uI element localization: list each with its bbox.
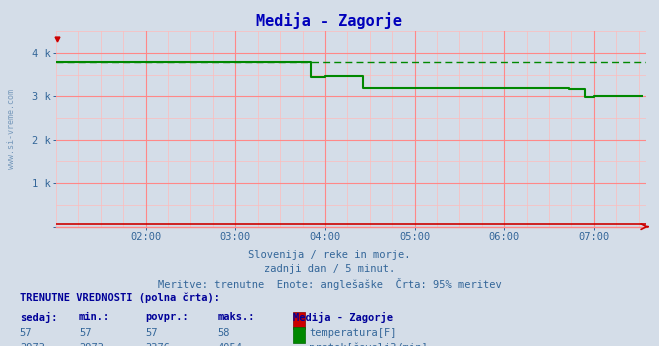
Text: sedaj:: sedaj: <box>20 312 57 323</box>
Text: pretok[čevelj3/min]: pretok[čevelj3/min] <box>309 343 428 346</box>
Text: 57: 57 <box>145 328 158 338</box>
Text: 58: 58 <box>217 328 230 338</box>
Text: www.si-vreme.com: www.si-vreme.com <box>7 89 16 169</box>
Text: 4054: 4054 <box>217 343 243 346</box>
Text: 2973: 2973 <box>79 343 104 346</box>
Text: Slovenija / reke in morje.: Slovenija / reke in morje. <box>248 250 411 260</box>
Text: 57: 57 <box>79 328 92 338</box>
Text: povpr.:: povpr.: <box>145 312 188 322</box>
Text: 57: 57 <box>20 328 32 338</box>
Text: maks.:: maks.: <box>217 312 255 322</box>
Text: 3376: 3376 <box>145 343 170 346</box>
Text: 2973: 2973 <box>20 343 45 346</box>
Text: TRENUTNE VREDNOSTI (polna črta):: TRENUTNE VREDNOSTI (polna črta): <box>20 292 219 303</box>
Text: Medija - Zagorje: Medija - Zagorje <box>256 12 403 29</box>
Text: temperatura[F]: temperatura[F] <box>309 328 397 338</box>
Text: zadnji dan / 5 minut.: zadnji dan / 5 minut. <box>264 264 395 274</box>
Text: min.:: min.: <box>79 312 110 322</box>
Text: Medija - Zagorje: Medija - Zagorje <box>293 312 393 323</box>
Text: Meritve: trenutne  Enote: anglešaške  Črta: 95% meritev: Meritve: trenutne Enote: anglešaške Črta… <box>158 278 501 290</box>
